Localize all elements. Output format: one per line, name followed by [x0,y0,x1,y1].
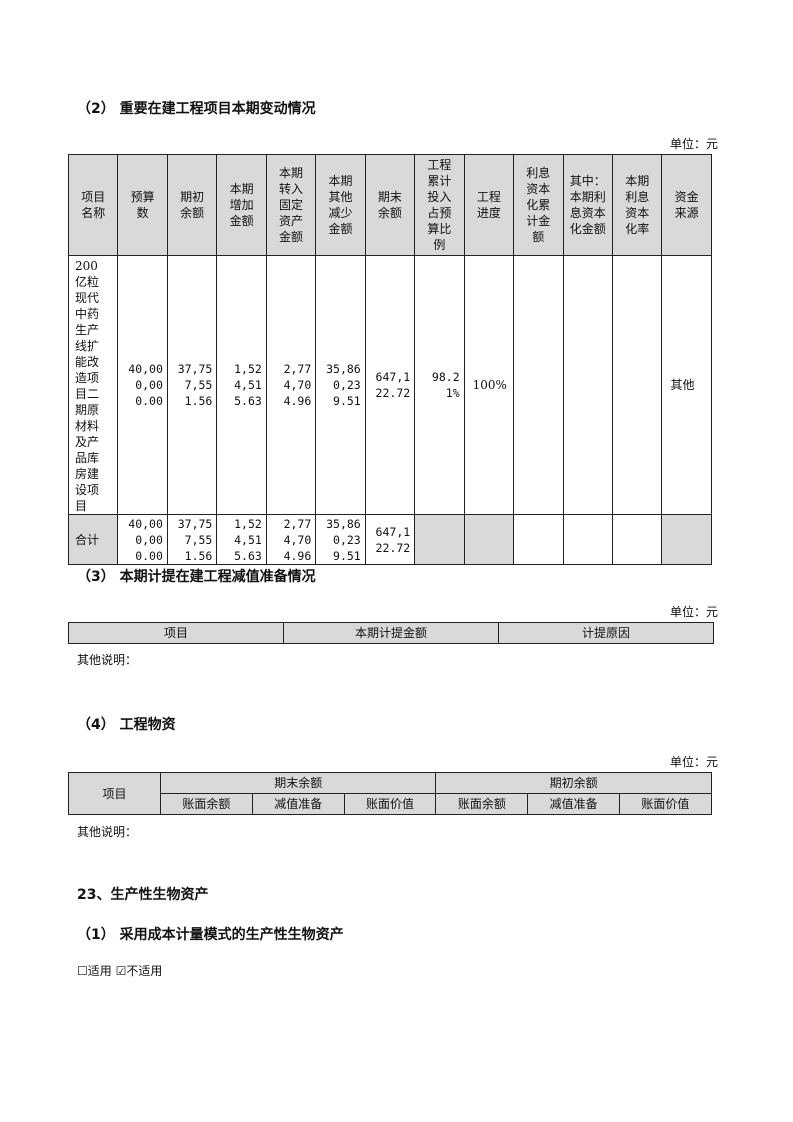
header-cell: 工程进度 [476,190,501,220]
empty-cell [611,514,663,565]
closing-value: 647,122.72 [375,370,411,400]
sub-header-row: 账面余额 减值准备 账面价值 账面余额 减值准备 账面价值 [68,793,712,815]
section-2-title: （2） 重要在建工程项目本期变动情况 [77,101,316,117]
header-cell: 减值准备 [251,793,345,815]
header-cell: 本期增加金额 [229,182,254,228]
total-budget: 40,000,000.00 [128,516,163,563]
impairment-table: 项目 本期计提金额 计提原因 [68,622,714,644]
total-label: 合计 [75,532,100,547]
header-cell: 本期其他减少金额 [328,174,353,236]
applicable-checkbox[interactable]: ☐ [77,964,88,978]
header-cell: 利息资本化累计金额 [526,166,551,244]
applicable-label: 适用 [87,964,112,978]
header-cell: 项目名称 [81,190,106,220]
total-row: 合计 40,000,000.00 37,757,551.56 1,524,515… [67,514,712,565]
header-cell: 其中：本期利息资本化金额 [569,174,606,236]
other-notes: 其他说明： [77,825,138,839]
header-cell: 账面余额 [435,793,529,815]
empty-cell [513,514,564,565]
header-cell: 计提原因 [498,622,714,644]
header-cell: 期初余额 [435,772,712,794]
total-increase: 1,524,515.63 [234,516,262,563]
total-closing: 647,122.72 [375,524,411,555]
construction-projects-table: 项目名称 预算数 期初余额 本期增加金额 本期转入固定资产金额 本期其他减少金额… [67,154,712,565]
header-cell: 工程累计投入占预算比例 [427,158,452,252]
header-row: 项目 本期计提金额 计提原因 [68,622,714,644]
opening-value: 37,757,551.56 [177,362,213,408]
empty-cell [661,514,712,565]
other-notes: 其他说明： [77,653,138,667]
empty-cell [562,514,613,565]
interest-cum-value [513,255,564,515]
header-cell: 项目 [68,772,161,815]
header-cell: 预算数 [130,190,155,220]
header-cell: 本期计提金额 [283,622,499,644]
progress-value: 100% [472,378,507,392]
not-applicable-label: 不适用 [126,964,163,978]
section-23-title: 23、生产性生物资产 [77,887,209,903]
budget-value: 40,000,000.00 [128,362,163,408]
total-other-decrease: 35,860,239.51 [326,516,361,563]
project-name: 200亿粒现代中药生产线扩能改造项目二期原材料及产品库房建设项目 [75,259,100,513]
total-opening: 37,757,551.56 [177,516,213,563]
not-applicable-checkbox[interactable]: ☑ [115,964,127,978]
increase-value: 1,524,515.63 [234,362,262,408]
ratio-value: 98.21% [431,370,460,400]
source-value: 其他 [670,378,695,392]
transfer-value: 2,774,704.96 [283,362,312,408]
header-cell: 期末余额 [159,772,437,794]
unit-label: 单位：元 [669,605,718,619]
section-23-1-title: （1） 采用成本计量模式的生产性生物资产 [77,927,344,943]
section-4-title: （4） 工程物资 [77,717,176,733]
total-transfer: 2,774,704.96 [283,516,312,563]
section-3-title: （3） 本期计提在建工程减值准备情况 [77,569,316,585]
unit-label: 单位：元 [669,755,718,769]
empty-cell [463,514,515,565]
header-cell: 资金来源 [674,190,699,220]
empty-cell [414,514,465,565]
interest-rate-value [611,255,663,515]
header-cell: 减值准备 [527,793,621,815]
unit-label: 单位：元 [669,137,718,151]
header-cell: 账面价值 [343,793,437,815]
header-row: 项目名称 预算数 期初余额 本期增加金额 本期转入固定资产金额 本期其他减少金额… [67,154,712,256]
header-cell: 期末余额 [377,190,402,220]
header-cell: 本期利息资本化率 [625,174,650,236]
header-row: 项目 期末余额 期初余额 [68,772,712,815]
table-row: 200亿粒现代中药生产线扩能改造项目二期原材料及产品库房建设项目 40,000,… [67,255,712,515]
interest-cur-value [562,255,613,515]
header-cell: 项目 [68,622,284,644]
other-decrease-value: 35,860,239.51 [326,362,361,408]
header-cell: 账面余额 [160,793,253,815]
header-cell: 期初余额 [180,190,205,220]
applicability-options: ☐适用 ☑不适用 [77,962,162,979]
engineering-materials-table: 项目 期末余额 期初余额 账面余额 减值准备 账面价值 账面余额 减值准备 账面… [68,772,712,815]
header-cell: 账面价值 [619,793,712,815]
header-cell: 本期转入固定资产金额 [279,166,304,244]
